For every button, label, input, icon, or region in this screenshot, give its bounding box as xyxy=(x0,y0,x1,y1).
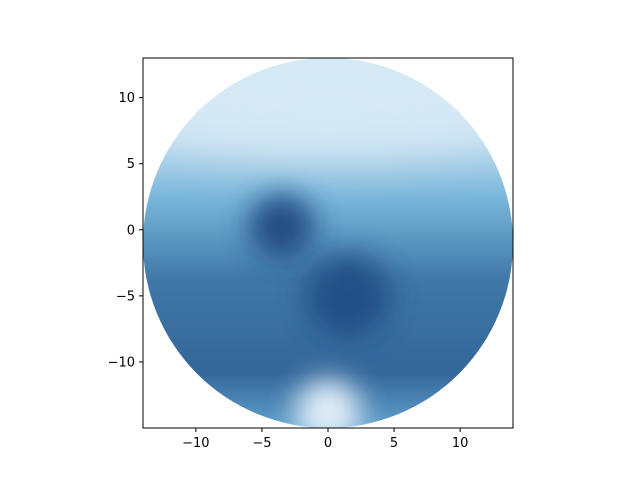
y-tick-label: 10 xyxy=(118,91,135,106)
light-band-2 xyxy=(143,64,513,158)
field-features xyxy=(143,64,513,428)
light-patch-3 xyxy=(294,379,362,428)
x-tick-label: −10 xyxy=(182,436,209,451)
y-axis: 10 5 0 −5 −10 xyxy=(108,91,143,370)
x-tick-label: 5 xyxy=(390,436,398,451)
y-tick-label: −5 xyxy=(116,289,135,304)
x-tick-label: 10 xyxy=(452,436,469,451)
dark-blob-1 xyxy=(305,253,391,339)
y-tick-label: −10 xyxy=(108,355,135,370)
heatmap-field xyxy=(143,58,513,428)
y-tick-label: 5 xyxy=(127,157,135,172)
x-tick-label: −5 xyxy=(252,436,271,451)
x-tick-label: 0 xyxy=(324,436,332,451)
dark-blob-0 xyxy=(248,192,315,259)
y-tick-label: 0 xyxy=(127,223,135,238)
x-axis: −10 −5 0 5 10 xyxy=(182,428,468,451)
